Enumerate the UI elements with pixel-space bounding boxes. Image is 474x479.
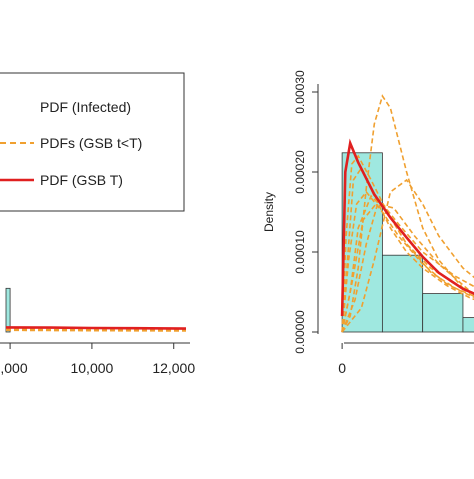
left-chart: 8,000 10,000 12,000 PDF (Infected) PDFs (G… [0,72,195,376]
series-line-gsb-t-less [341,154,474,333]
legend-item-gsb-t-less: PDFs (GSB t<T) [0,135,142,151]
right-chart: 0.00000 0.00010 0.00020 0.00030 010,000 Den… [262,70,474,376]
right-y-axis-label: Density [262,192,276,232]
right-x-ticks: 010,000 [338,343,346,376]
legend-label-infected: PDF (Infected) [40,99,131,115]
series-line-gsb-t-less [341,166,474,333]
series-line-gsb-t-less [341,178,474,333]
histogram-bar [5,287,11,333]
series-line-gsb-t [5,326,187,330]
y-tick-label: 0.00030 [293,70,307,114]
right-plot-area [340,94,474,333]
x-tick-label: 10,000 [70,360,113,376]
legend-item-gsb-t: PDF (GSB T) [0,172,123,188]
y-tick-label: 0.00010 [293,230,307,274]
x-tick-label: 8,000 [0,360,28,376]
legend-item-infected: PDF (Infected) [40,99,131,115]
x-tick-label: 0 [338,360,346,376]
histogram-bar [422,293,464,333]
legend: PDF (Infected) PDFs (GSB t<T) PDF (GSB T… [0,72,185,212]
series-line-gsb-t [340,138,474,317]
legend-label-gsb-t-less: PDFs (GSB t<T) [40,135,142,151]
y-tick-label: 0.00020 [293,150,307,194]
left-x-ticks: 8,000 10,000 12,000 [0,343,195,376]
y-tick-label: 0.00000 [293,310,307,354]
histogram-bar [462,317,474,333]
series-line-gsb-t-less [341,198,474,333]
series-line-gsb-t-less [341,203,474,333]
histogram-bar [381,254,424,333]
series-line-gsb-t-less [341,190,474,333]
x-tick-label: 12,000 [152,360,195,376]
right-y-ticks: 0.00000 0.00010 0.00020 0.00030 [293,70,318,354]
series-line-gsb-t-less [5,329,187,332]
left-plot-area [5,287,187,333]
series-line-gsb-t-less [341,194,474,333]
legend-label-gsb-t: PDF (GSB T) [40,172,123,188]
